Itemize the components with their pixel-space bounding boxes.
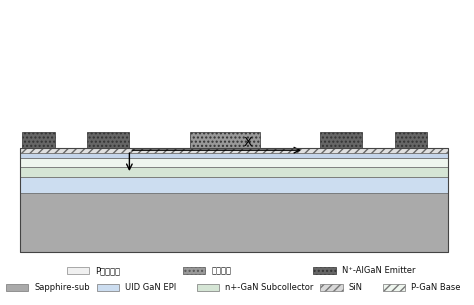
Bar	[20, 148, 448, 252]
Text: 金属合金: 金属合金	[211, 266, 231, 275]
Text: n+-GaN Subcollector: n+-GaN Subcollector	[225, 283, 314, 292]
Bar	[88, 132, 129, 148]
Bar	[97, 284, 119, 291]
Text: X: X	[244, 136, 252, 149]
Bar	[320, 284, 343, 291]
Text: N⁺-AlGaN Emitter: N⁺-AlGaN Emitter	[342, 266, 415, 275]
Text: P-GaN Base: P-GaN Base	[411, 283, 461, 292]
Bar	[395, 132, 427, 148]
Text: P型多晶硅: P型多晶硅	[95, 266, 120, 275]
Bar	[20, 152, 448, 158]
Bar	[66, 267, 89, 274]
Bar	[20, 177, 448, 192]
Bar	[20, 148, 448, 152]
Text: SiN: SiN	[348, 283, 363, 292]
Bar	[313, 267, 336, 274]
Text: Sapphire-sub: Sapphire-sub	[35, 283, 90, 292]
Bar	[20, 167, 448, 177]
Bar	[183, 267, 205, 274]
Bar	[6, 284, 28, 291]
Bar	[190, 132, 260, 148]
Bar	[383, 284, 405, 291]
Bar	[22, 132, 55, 148]
Bar	[20, 192, 448, 252]
Bar	[320, 132, 362, 148]
Bar	[197, 284, 219, 291]
Bar	[20, 158, 448, 167]
Text: UID GaN EPI: UID GaN EPI	[125, 283, 176, 292]
